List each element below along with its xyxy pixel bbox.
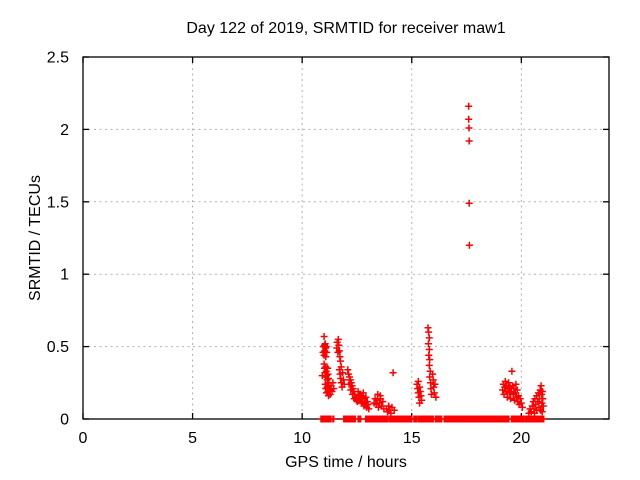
y-tick-label: 1	[60, 267, 69, 284]
y-tick-label: 0.5	[47, 339, 69, 356]
axes-frame	[82, 56, 610, 420]
x-axis-label: GPS time / hours	[285, 454, 407, 471]
x-tick-label: 5	[188, 430, 197, 447]
x-tick-label: 20	[512, 430, 530, 447]
plot-border	[82, 56, 610, 420]
x-tick-label: 10	[293, 430, 311, 447]
x-tick-label: 15	[403, 430, 421, 447]
y-tick-label: 2.5	[47, 50, 69, 67]
chart-title: Day 122 of 2019, SRMTID for receiver maw…	[186, 20, 506, 37]
grid-lines	[83, 57, 609, 419]
axis-ticks	[82, 56, 609, 420]
y-tick-label: 1.5	[47, 194, 69, 211]
scatter-markers	[317, 102, 548, 423]
tick-labels: 0 5 10 15 20 0 0.5 1 1.5 2 2.5	[47, 50, 531, 448]
x-tick-label: 0	[79, 430, 88, 447]
y-tick-label: 2	[60, 122, 69, 139]
y-tick-label: 0	[60, 412, 69, 429]
data-points-layer	[317, 102, 548, 423]
